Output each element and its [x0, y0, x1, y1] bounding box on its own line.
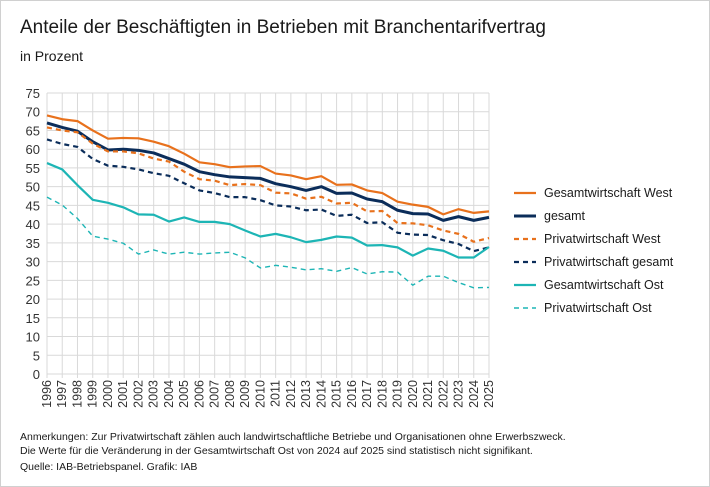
chart-title: Anteile der Beschäftigten in Betrieben m…: [20, 17, 546, 38]
y-tick-label: 10: [26, 330, 40, 345]
legend-swatch: [514, 283, 536, 286]
legend-item-privatwirtschaft-ost: Privatwirtschaft Ost: [514, 296, 673, 319]
legend-label: Gesamtwirtschaft West: [544, 185, 673, 200]
legend-label: Privatwirtschaft West: [544, 231, 661, 246]
legend-item-gesamtwirtschaft-ost: Gesamtwirtschaft Ost: [514, 273, 673, 296]
series-line-gesamt: [46, 121, 490, 222]
x-tick-label: 2005: [177, 380, 191, 408]
legend-swatch: [514, 260, 536, 263]
y-tick-label: 40: [26, 217, 40, 232]
y-tick-label: 45: [26, 198, 40, 213]
x-tick-label: 2011: [269, 380, 283, 407]
x-tick-label: 2018: [375, 380, 389, 408]
series-line-gesamtwirtschaft-west: [46, 114, 490, 216]
x-tick-label: 2021: [421, 380, 435, 408]
y-tick-label: 30: [26, 255, 40, 270]
note-line-1: Anmerkungen: Zur Privatwirtschaft zählen…: [20, 431, 566, 443]
x-tick-label: 2001: [116, 380, 130, 408]
y-tick-label: 15: [26, 311, 40, 326]
x-tick-label: 2003: [147, 380, 161, 408]
y-tick-label: 20: [26, 292, 40, 307]
legend-swatch: [514, 306, 536, 309]
y-tick-label: 75: [26, 86, 40, 101]
x-tick-label: 2009: [238, 380, 252, 408]
x-tick-label: 2010: [253, 380, 267, 408]
x-tick-label: 1996: [40, 380, 54, 408]
x-tick-label: 2019: [391, 380, 405, 408]
legend-label: Privatwirtschaft Ost: [544, 300, 652, 315]
legend-swatch: [514, 237, 536, 240]
legend-label: gesamt: [544, 208, 585, 223]
x-tick-label: 2025: [482, 380, 496, 408]
legend-label: Gesamtwirtschaft Ost: [544, 277, 664, 292]
x-tick-label: 1999: [86, 380, 100, 408]
series-line-privatwirtschaft-ost: [46, 196, 490, 289]
y-tick-label: 25: [26, 273, 40, 288]
x-tick-label: 2024: [467, 380, 481, 408]
x-tick-label: 2022: [436, 380, 450, 408]
x-tick-label: 2007: [208, 380, 222, 408]
series-line-privatwirtschaft-gesamt: [46, 138, 490, 253]
x-tick-label: 2023: [452, 380, 466, 408]
x-tick-label: 2020: [406, 380, 420, 408]
y-tick-label: 60: [26, 142, 40, 157]
x-tick-label: 2000: [101, 380, 115, 408]
legend-item-privatwirtschaft-gesamt: Privatwirtschaft gesamt: [514, 250, 673, 273]
y-tick-label: 50: [26, 180, 40, 195]
source-note: Quelle: IAB-Betriebspanel. Grafik: IAB: [20, 461, 198, 473]
x-tick-label: 2015: [330, 380, 344, 408]
legend-swatch: [514, 191, 536, 194]
x-tick-label: 2013: [299, 380, 313, 408]
legend-item-privatwirtschaft-west: Privatwirtschaft West: [514, 227, 673, 250]
y-tick-label: 5: [33, 348, 40, 363]
legend: Gesamtwirtschaft West gesamt Privatwirtsch…: [514, 181, 673, 319]
x-tick-label: 2016: [345, 380, 359, 408]
legend-item-gesamtwirtschaft-west: Gesamtwirtschaft West: [514, 181, 673, 204]
y-tick-label: 0: [33, 367, 40, 382]
note-line-2: Die Werte für die Veränderung in der Ges…: [20, 445, 533, 457]
x-tick-label: 2008: [223, 380, 237, 408]
y-tick-label: 65: [26, 123, 40, 138]
y-tick-label: 35: [26, 236, 40, 251]
x-tick-label: 2004: [162, 380, 176, 408]
legend-swatch: [514, 214, 536, 217]
x-tick-label: 2014: [314, 380, 328, 408]
legend-item-gesamt: gesamt: [514, 204, 673, 227]
x-tick-label: 1997: [55, 380, 69, 408]
x-tick-label: 2017: [360, 380, 374, 408]
x-tick-label: 2002: [131, 380, 145, 408]
x-tick-label: 1998: [70, 380, 84, 408]
series-line-gesamtwirtschaft-ost: [46, 162, 490, 259]
legend-label: Privatwirtschaft gesamt: [544, 254, 674, 269]
x-tick-label: 2006: [192, 380, 206, 408]
x-tick-label: 2012: [284, 380, 298, 408]
y-tick-label: 55: [26, 161, 40, 176]
series-line-privatwirtschaft-west: [46, 126, 490, 243]
chart-subtitle: in Prozent: [20, 48, 84, 64]
y-tick-label: 70: [26, 105, 40, 120]
